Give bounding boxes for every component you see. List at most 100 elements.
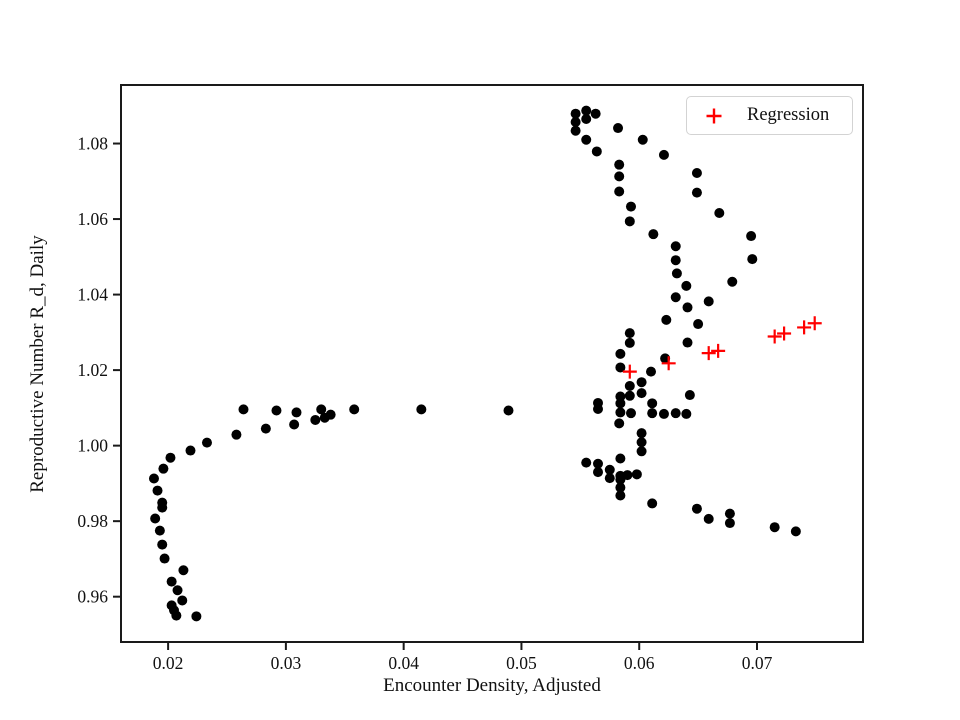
scatter-point (165, 452, 176, 463)
scatter-point (636, 437, 647, 448)
regression-point (701, 346, 716, 361)
scatter-point (613, 123, 624, 134)
scatter-point (670, 255, 681, 266)
scatter-point (625, 201, 636, 212)
scatter-point (714, 208, 725, 219)
scatter-point (289, 419, 300, 430)
x-tick-label: 0.06 (624, 653, 655, 673)
scatter-point (636, 428, 647, 439)
scatter-point (646, 366, 656, 377)
scatter-point (171, 610, 182, 621)
scatter-point (593, 404, 603, 415)
scatter-point (624, 390, 635, 401)
scatter-point (682, 337, 693, 348)
scatter-point (615, 474, 626, 485)
x-tick-label: 0.04 (388, 653, 419, 673)
scatter-point (591, 146, 602, 157)
scatter-point (238, 404, 249, 415)
legend: Regression (686, 96, 853, 135)
scatter-point (614, 186, 625, 197)
scatter-point (691, 167, 702, 178)
scatter-point (593, 467, 603, 478)
plot-border (120, 84, 864, 643)
scatter-point (681, 280, 692, 291)
scatter-point (150, 513, 161, 524)
scatter-point (624, 328, 635, 339)
scatter-point (615, 482, 626, 493)
y-axis: 0.96 0.98 1.00 1.02 1.04 1.06 1.08 (77, 134, 121, 607)
scatter-point (581, 105, 592, 116)
scatter-point (185, 445, 196, 456)
scatter-point (670, 292, 681, 303)
scatter-point (747, 254, 758, 265)
scatter-point (637, 134, 648, 145)
scatter-point (615, 490, 626, 501)
scatter-point (201, 437, 212, 448)
scatter-point (570, 125, 581, 136)
scatter-point (691, 187, 702, 198)
scatter-point (636, 388, 647, 399)
regression-point (622, 364, 637, 379)
scatter-point (178, 565, 189, 576)
scatter-point (615, 407, 626, 418)
regression-point (711, 343, 726, 358)
regression-series (622, 316, 822, 379)
scatter-point (625, 408, 636, 419)
scatter-point (615, 453, 626, 464)
scatter-point (260, 423, 271, 434)
regression-point (767, 329, 782, 344)
scatter-point (615, 398, 626, 409)
scatter-point (647, 408, 658, 419)
scatter-series (148, 105, 801, 622)
legend-label-regression: Regression (747, 105, 830, 125)
scatter-point (570, 117, 581, 128)
y-tick-label: 1.02 (77, 360, 108, 380)
scatter-point (670, 408, 681, 419)
scatter-point (291, 407, 302, 418)
scatter-point (614, 418, 625, 429)
x-axis: 0.02 0.03 0.04 0.05 0.06 0.07 (153, 642, 773, 673)
scatter-point (615, 362, 626, 373)
scatter-point (590, 108, 601, 119)
x-tick-label: 0.07 (742, 653, 773, 673)
scatter-point (691, 503, 702, 514)
scatter-point (724, 508, 735, 519)
scatter-point (681, 408, 692, 419)
scatter-point (658, 408, 669, 419)
scatter-point (604, 464, 615, 475)
scatter-point (570, 108, 581, 119)
scatter-point (615, 348, 626, 359)
scatter-point (604, 473, 615, 484)
regression-point (777, 326, 792, 341)
regression-point (807, 316, 822, 331)
regression-plus-icon (706, 108, 722, 123)
scatter-point (647, 498, 658, 509)
scatter-point (581, 113, 592, 124)
scatter-point (769, 522, 780, 533)
regression-point (797, 320, 812, 335)
scatter-point (614, 159, 625, 170)
scatter-point (631, 469, 642, 480)
scatter-point (166, 576, 177, 587)
x-tick-label: 0.03 (271, 653, 302, 673)
scatter-point (157, 539, 168, 550)
y-tick-label: 0.96 (77, 587, 108, 607)
y-tick-label: 0.98 (77, 511, 108, 531)
x-tick-label: 0.05 (506, 653, 537, 673)
scatter-point (693, 319, 704, 330)
scatter-point (648, 229, 659, 240)
scatter-point (159, 553, 170, 564)
x-axis-label: Encounter Density, Adjusted (383, 675, 601, 696)
scatter-point (624, 216, 635, 227)
scatter-point (790, 526, 801, 537)
scatter-point (703, 513, 714, 524)
scatter-point (158, 463, 169, 474)
scatter-point (684, 390, 695, 401)
scatter-point (682, 302, 693, 313)
scatter-point (157, 502, 168, 513)
scatter-point (581, 134, 592, 145)
scatter-point (624, 380, 635, 391)
y-axis-label: Reproductive Number R_d, Daily (27, 235, 48, 493)
scatter-point (581, 457, 592, 468)
